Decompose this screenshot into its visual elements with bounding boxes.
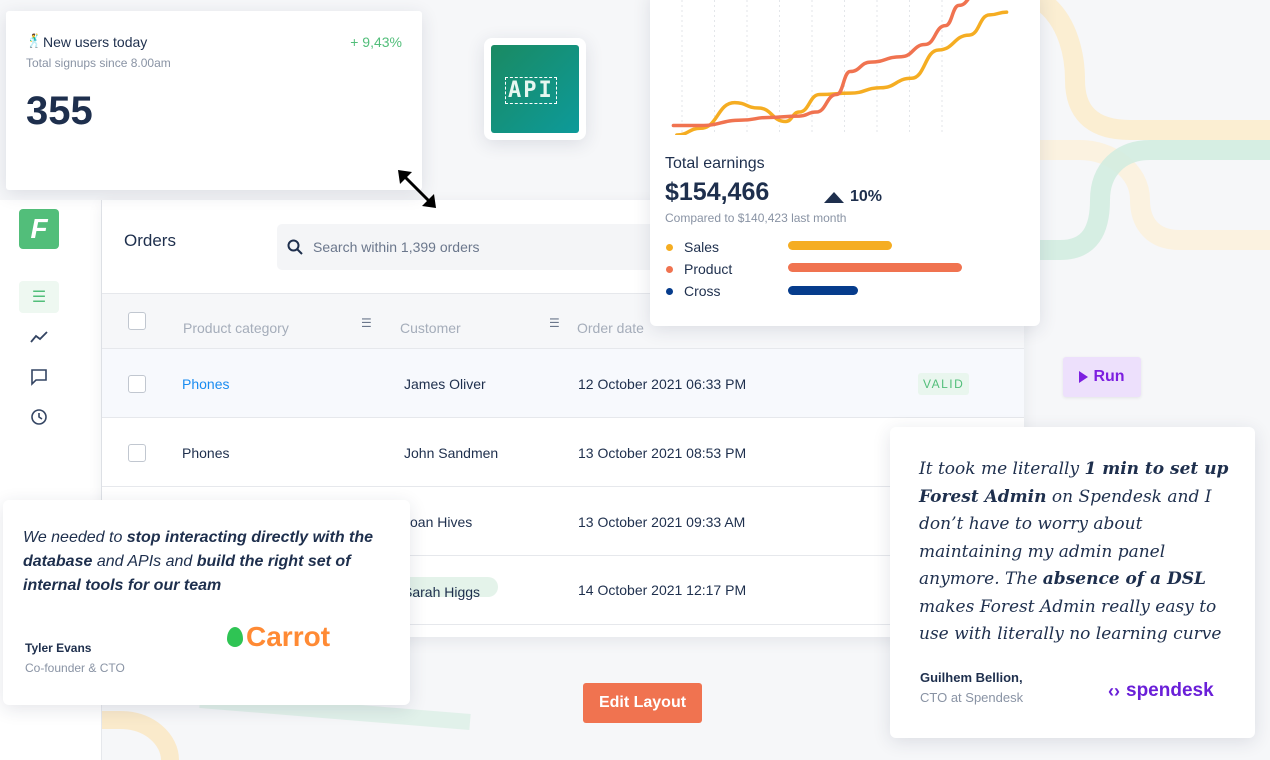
- forest-logo[interactable]: F: [19, 209, 59, 249]
- row-checkbox[interactable]: [128, 444, 146, 462]
- search-input[interactable]: Search within 1,399 orders: [277, 224, 657, 270]
- quote-text: It took me literally 1 min to set up For…: [919, 459, 1229, 644]
- nav-history-icon[interactable]: [19, 401, 59, 433]
- api-label: API: [505, 77, 557, 104]
- nav-list-icon[interactable]: ☰: [19, 281, 59, 313]
- author-role: CTO at Spendesk: [920, 690, 1024, 705]
- earnings-title: Total earnings: [665, 155, 765, 172]
- earnings-compare: Compared to $140,423 last month: [665, 211, 847, 225]
- testimonial-carrot: We needed to stop interacting directly w…: [3, 500, 410, 705]
- quote-text: We needed to stop interacting directly w…: [23, 529, 374, 594]
- cell-customer: John Sandmen: [404, 445, 499, 461]
- legend-dot: [666, 243, 673, 251]
- person-dancing-icon: 🕺: [26, 33, 43, 48]
- earnings-chart: [671, 0, 1009, 135]
- new-users-card: 🕺 New users today + 9,43% Total signups …: [6, 11, 422, 190]
- bar-product: [788, 263, 962, 272]
- legend-dot: [666, 287, 673, 295]
- card-change: + 9,43%: [350, 34, 402, 50]
- table-row[interactable]: [102, 487, 1024, 556]
- bar-cross: [788, 286, 858, 295]
- column-product-category[interactable]: Product category: [183, 320, 289, 336]
- card-subtitle: Total signups since 8.00am: [26, 56, 171, 70]
- legend-dot: [666, 265, 673, 273]
- earnings-legend: Sales Product Cross: [666, 236, 732, 302]
- customer-highlight: [400, 577, 498, 597]
- cell-category[interactable]: Phones: [182, 376, 230, 392]
- author-role: Co-founder & CTO: [25, 661, 125, 675]
- cell-customer: Sarah Higgs: [403, 584, 481, 600]
- spendesk-logo: ‹› spendesk: [1108, 680, 1214, 701]
- spendesk-mark-icon: ‹›: [1108, 680, 1120, 701]
- author-name: Guilhem Bellion,: [920, 670, 1023, 685]
- column-customer[interactable]: Customer: [400, 320, 461, 336]
- card-title: New users today: [43, 34, 148, 50]
- run-button[interactable]: Run: [1063, 357, 1141, 397]
- filter-icon[interactable]: ☰: [361, 316, 372, 330]
- api-badge: API: [484, 38, 586, 140]
- status-badge: VALID: [918, 373, 970, 395]
- column-order-date[interactable]: Order date: [577, 320, 644, 336]
- nav-chat-icon[interactable]: [19, 361, 59, 393]
- nav-chart-line-icon[interactable]: [19, 321, 59, 353]
- carrot-leaf-icon: [227, 627, 243, 647]
- legend-product: Product: [666, 258, 732, 280]
- testimonial-spendesk: It took me literally 1 min to set up For…: [890, 427, 1255, 738]
- author-name: Tyler Evans: [25, 641, 92, 655]
- cell-customer: James Oliver: [404, 376, 486, 392]
- table-row[interactable]: [102, 418, 1024, 487]
- cell-date: 12 October 2021 06:33 PM: [578, 376, 747, 392]
- search-icon: [287, 239, 303, 255]
- legend-cross: Cross: [666, 280, 732, 302]
- bar-sales: [788, 241, 893, 250]
- cell-date: 13 October 2021 09:33 AM: [578, 514, 746, 530]
- cell-date: 13 October 2021 08:53 PM: [578, 445, 747, 461]
- select-all-checkbox[interactable]: [128, 312, 146, 330]
- cell-date: 14 October 2021 12:17 PM: [578, 582, 747, 598]
- series-line-sales: [675, 10, 1009, 135]
- play-icon: [1079, 371, 1089, 383]
- earnings-value: $154,466: [665, 178, 770, 206]
- earnings-change: 10%: [850, 188, 883, 205]
- carrot-logo: Carrot: [227, 621, 330, 653]
- search-placeholder: Search within 1,399 orders: [313, 239, 480, 255]
- cell-category: Phones: [182, 445, 230, 461]
- legend-sales: Sales: [666, 236, 732, 258]
- cell-customer: Joan Hives: [403, 514, 473, 530]
- row-checkbox[interactable]: [128, 375, 146, 393]
- triangle-up-icon: [824, 192, 844, 203]
- edit-layout-button[interactable]: Edit Layout: [583, 683, 702, 723]
- page-title: Orders: [124, 231, 176, 250]
- series-line-product: [671, 0, 970, 128]
- filter-icon[interactable]: ☰: [549, 316, 560, 330]
- card-value: 355: [26, 89, 93, 133]
- table-row[interactable]: [102, 349, 1024, 418]
- resize-arrow-icon[interactable]: [396, 168, 438, 215]
- table-row[interactable]: [102, 556, 1024, 625]
